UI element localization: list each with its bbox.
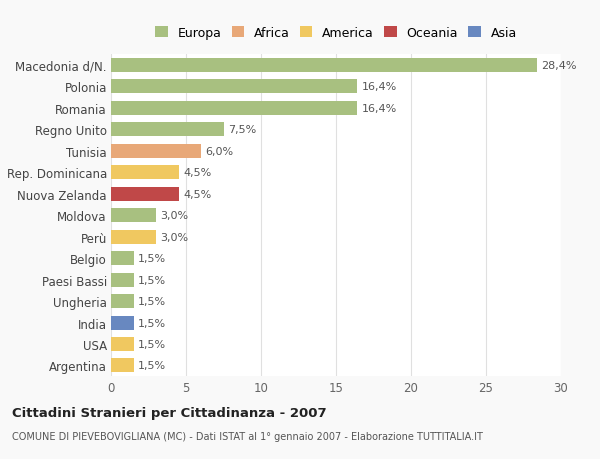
Bar [111, 230, 156, 244]
Text: 4,5%: 4,5% [183, 189, 211, 199]
Bar [111, 187, 179, 202]
Text: 6,0%: 6,0% [205, 146, 233, 157]
Text: 1,5%: 1,5% [138, 275, 166, 285]
Bar [111, 123, 223, 137]
Text: 1,5%: 1,5% [138, 253, 166, 263]
Text: 16,4%: 16,4% [361, 104, 397, 114]
Bar [111, 359, 133, 373]
Text: 7,5%: 7,5% [228, 125, 256, 135]
Bar [111, 273, 133, 287]
Legend: Europa, Africa, America, Oceania, Asia: Europa, Africa, America, Oceania, Asia [152, 24, 520, 42]
Text: 28,4%: 28,4% [542, 61, 577, 71]
Bar [111, 102, 357, 116]
Text: 1,5%: 1,5% [138, 361, 166, 371]
Bar [111, 145, 201, 158]
Bar [111, 295, 133, 308]
Text: 1,5%: 1,5% [138, 297, 166, 307]
Bar [111, 166, 179, 180]
Text: Cittadini Stranieri per Cittadinanza - 2007: Cittadini Stranieri per Cittadinanza - 2… [12, 406, 326, 419]
Text: 1,5%: 1,5% [138, 318, 166, 328]
Bar [111, 59, 537, 73]
Text: 1,5%: 1,5% [138, 339, 166, 349]
Bar [111, 80, 357, 94]
Bar [111, 209, 156, 223]
Bar [111, 252, 133, 265]
Bar [111, 337, 133, 351]
Bar [111, 316, 133, 330]
Text: 3,0%: 3,0% [161, 232, 188, 242]
Text: 3,0%: 3,0% [161, 211, 188, 221]
Text: 16,4%: 16,4% [361, 82, 397, 92]
Text: 4,5%: 4,5% [183, 168, 211, 178]
Text: COMUNE DI PIEVEBOVIGLIANA (MC) - Dati ISTAT al 1° gennaio 2007 - Elaborazione TU: COMUNE DI PIEVEBOVIGLIANA (MC) - Dati IS… [12, 431, 483, 442]
